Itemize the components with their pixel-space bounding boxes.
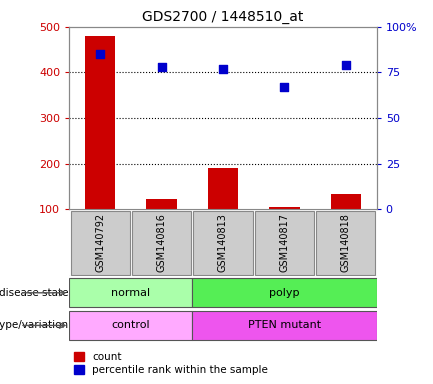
Title: GDS2700 / 1448510_at: GDS2700 / 1448510_at (142, 10, 304, 25)
Bar (330, 194, 361, 209)
Point (281, 84, 288, 90)
Text: GSM140816: GSM140816 (156, 214, 167, 272)
Point (158, 64, 165, 70)
Text: PTEN mutant: PTEN mutant (248, 320, 321, 331)
FancyBboxPatch shape (192, 278, 377, 308)
Bar (146, 199, 177, 209)
Text: control: control (111, 320, 150, 331)
FancyBboxPatch shape (71, 210, 129, 275)
Bar (207, 168, 238, 209)
Text: GSM140792: GSM140792 (95, 214, 105, 272)
Legend: count, percentile rank within the sample: count, percentile rank within the sample (74, 352, 268, 375)
Text: disease state: disease state (0, 288, 68, 298)
FancyBboxPatch shape (69, 311, 192, 340)
Text: GSM140813: GSM140813 (218, 214, 228, 272)
FancyBboxPatch shape (255, 210, 314, 275)
FancyBboxPatch shape (317, 210, 375, 275)
Bar (85, 36, 115, 209)
Text: polyp: polyp (269, 288, 300, 298)
Point (97, 51, 103, 57)
FancyBboxPatch shape (194, 210, 252, 275)
Point (220, 66, 226, 72)
Text: GSM140818: GSM140818 (341, 214, 351, 272)
Point (343, 62, 349, 68)
FancyBboxPatch shape (132, 210, 191, 275)
Text: genotype/variation: genotype/variation (0, 320, 68, 331)
FancyBboxPatch shape (69, 278, 192, 308)
FancyBboxPatch shape (192, 311, 377, 340)
Text: normal: normal (111, 288, 150, 298)
Text: GSM140817: GSM140817 (279, 214, 290, 272)
Bar (269, 207, 300, 209)
